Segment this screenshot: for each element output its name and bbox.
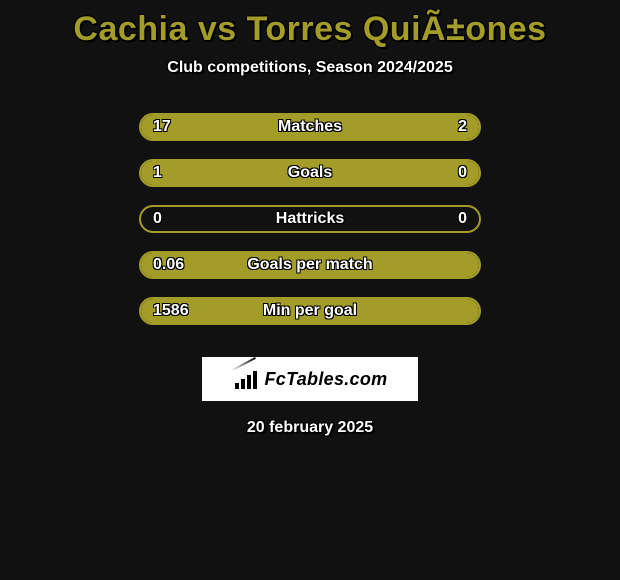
stat-bar: 0 Hattricks 0 [139, 205, 481, 233]
footer-date: 20 february 2025 [247, 419, 373, 437]
stat-right-value: 0 [458, 164, 467, 182]
stat-bar: 1 Goals 0 [139, 159, 481, 187]
logo-text: FcTables.com [265, 369, 388, 390]
stat-row: 1586 Min per goal [139, 297, 481, 325]
stat-right-value: 0 [458, 210, 467, 228]
stat-label: Matches [278, 118, 342, 136]
stat-row: 0.06 Goals per match [139, 251, 481, 279]
stat-left-value: 0.06 [153, 256, 184, 274]
stat-row: 1 Goals 0 [139, 159, 481, 187]
page-subtitle: Club competitions, Season 2024/2025 [167, 59, 452, 77]
stat-right-value: 2 [458, 118, 467, 136]
stat-label: Min per goal [263, 302, 357, 320]
stat-label: Goals per match [247, 256, 372, 274]
stat-bar: 0.06 Goals per match [139, 251, 481, 279]
stat-label: Hattricks [276, 210, 344, 228]
stat-left-value: 1 [153, 164, 162, 182]
stat-label: Goals [288, 164, 332, 182]
stat-row: 17 Matches 2 [139, 113, 481, 141]
stat-left-value: 1586 [153, 302, 189, 320]
stat-row: 0 Hattricks 0 [139, 205, 481, 233]
stat-bar: 1586 Min per goal [139, 297, 481, 325]
stat-left-value: 0 [153, 210, 162, 228]
chart-icon [233, 369, 261, 389]
fctables-logo[interactable]: FcTables.com [202, 357, 418, 401]
stat-bar: 17 Matches 2 [139, 113, 481, 141]
page-title: Cachia vs Torres QuiÃ±ones [73, 10, 546, 49]
stat-left-value: 17 [153, 118, 171, 136]
